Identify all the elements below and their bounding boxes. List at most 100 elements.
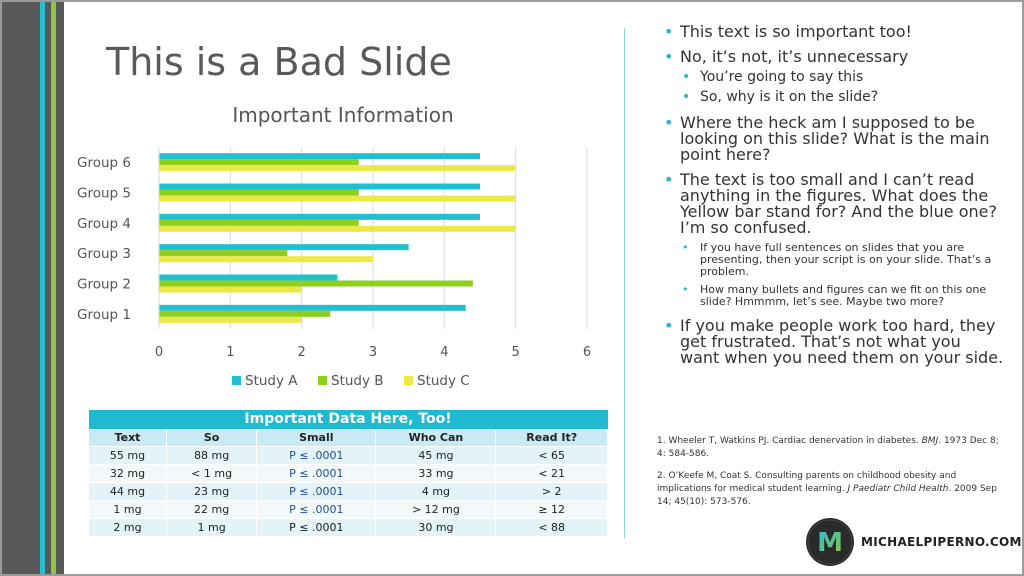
reference-text: 2. O’Keefe M, Coat S. Consulting parents…: [657, 471, 957, 494]
bar: [159, 280, 473, 287]
table-cell: < 1 mg: [165, 463, 258, 483]
legend-swatch: [318, 376, 327, 385]
table-cell: 4 mg: [375, 481, 497, 501]
bar: [159, 225, 516, 232]
chart-title: Important Information: [232, 103, 453, 127]
table-cell: 44 mg: [88, 481, 167, 501]
y-category-label: Group 3: [77, 246, 131, 262]
bullet-item: No, it’s not, it’s unnecessary: [664, 49, 1004, 66]
sub-bullet-item: So, why is it on the slide?: [680, 90, 1004, 106]
y-category-label: Group 1: [77, 307, 131, 323]
bar: [159, 159, 359, 166]
x-tick-label: 5: [512, 345, 520, 360]
table-row: 44 mg 23 mg P ≤ .0001 4 mg > 2: [88, 481, 608, 501]
logo-m-icon: M: [807, 519, 853, 565]
reference-text: 1. Wheeler T, Watkins PJ. Cardiac denerv…: [657, 436, 922, 446]
bar: [159, 213, 480, 220]
table-cell: 23 mg: [165, 481, 258, 501]
bar: [159, 316, 302, 323]
table-cell: 45 mg: [375, 445, 497, 465]
data-table: Important Data Here, Too! Text So Small …: [88, 410, 608, 537]
bar: [159, 286, 302, 293]
bar: [159, 244, 409, 251]
bar: [159, 310, 331, 317]
y-category-label: Group 5: [77, 186, 131, 202]
table-cell: 88 mg: [165, 445, 258, 465]
green-stripe: [51, 2, 56, 574]
bar: [159, 195, 516, 202]
sub-bullet-item: How many bullets and figures can we fit …: [680, 284, 1004, 308]
table-cell: < 65: [495, 445, 608, 465]
table-cell: 32 mg: [88, 463, 167, 483]
bar: [159, 274, 338, 281]
x-tick-label: 0: [155, 345, 163, 360]
reference-journal: J Paediatr Child Health: [847, 484, 949, 494]
bar: [159, 256, 373, 263]
table-cell: ≥ 12: [495, 499, 608, 519]
x-tick-label: 4: [440, 345, 448, 360]
reference-details: . 2009 Sep 14; 45(10): 573-576.: [657, 484, 997, 507]
bar-chart: Important Information 0 1 2 3 4 5 6 Group 1 Group…: [77, 103, 591, 389]
bullet-item: If you make people work too hard, they g…: [664, 318, 1004, 366]
table-cell: < 21: [495, 463, 608, 483]
bar: [159, 189, 359, 196]
y-category-label: Group 4: [77, 216, 131, 232]
table-cell: 1 mg: [165, 517, 258, 537]
table-header-row: Text So Small Who Can Read It?: [88, 428, 608, 447]
bar: [159, 304, 466, 311]
bar: [159, 183, 480, 190]
brand-name: MICHAELPIPERNO.COM: [861, 535, 1022, 549]
bullet-item: Where the heck am I supposed to be looki…: [664, 115, 1004, 163]
table-header: Small: [256, 428, 377, 447]
table-caption: Important Data Here, Too!: [88, 410, 608, 429]
reference-journal: BMJ: [921, 436, 939, 446]
bar: [159, 153, 480, 160]
y-category-label: Group 2: [77, 277, 131, 293]
table-cell: P ≤ .0001: [256, 445, 377, 465]
table-cell: 55 mg: [88, 445, 167, 465]
table-cell: < 88: [495, 517, 608, 537]
bullet-item: The text is too small and I can’t read a…: [664, 172, 1004, 236]
vertical-divider: [624, 28, 625, 538]
table-header: Who Can: [375, 428, 497, 447]
legend-swatch: [404, 376, 413, 385]
legend-label: Study A: [245, 373, 298, 389]
legend-swatch: [232, 376, 241, 385]
table-cell: 33 mg: [375, 463, 497, 483]
reference-2: 2. O’Keefe M, Coat S. Consulting parents…: [657, 470, 1002, 509]
table-cell: P ≤ .0001: [256, 499, 377, 519]
table-cell: 22 mg: [165, 499, 258, 519]
table-cell: P ≤ .0001: [256, 481, 377, 501]
table-cell: P ≤ .0001: [256, 517, 377, 537]
bullet-item: This text is so important too!: [664, 24, 1004, 41]
bar: [159, 219, 359, 226]
table-cell: P ≤ .0001: [256, 463, 377, 483]
legend-label: Study B: [331, 373, 384, 389]
table-row: 32 mg < 1 mg P ≤ .0001 33 mg < 21: [88, 463, 608, 483]
bar: [159, 250, 288, 257]
y-category-label: Group 6: [77, 155, 131, 171]
table-row: 2 mg 1 mg P ≤ .0001 30 mg < 88: [88, 517, 608, 537]
table-cell: > 12 mg: [375, 499, 497, 519]
table-row: 1 mg 22 mg P ≤ .0001 > 12 mg ≥ 12: [88, 499, 608, 519]
brand-logo: M: [806, 518, 854, 566]
references: 1. Wheeler T, Watkins PJ. Cardiac denerv…: [657, 435, 1002, 518]
table-cell: 2 mg: [88, 517, 167, 537]
reference-1: 1. Wheeler T, Watkins PJ. Cardiac denerv…: [657, 435, 1002, 461]
bullet-list: This text is so important too! No, it’s …: [664, 24, 1004, 375]
table-header: Text: [88, 428, 167, 447]
x-tick-label: 2: [298, 345, 306, 360]
reference-details: . 1973 Dec 8; 4: 584-586.: [657, 436, 999, 459]
table-header: Read It?: [495, 428, 608, 447]
bar: [159, 165, 516, 172]
table-row: 55 mg 88 mg P ≤ .0001 45 mg < 65: [88, 445, 608, 465]
table-cell: 1 mg: [88, 499, 167, 519]
x-tick-label: 6: [583, 345, 591, 360]
slide-title: This is a Bad Slide: [106, 40, 452, 84]
table-cell: 30 mg: [375, 517, 497, 537]
table-header: So: [165, 428, 258, 447]
sub-bullet-item: You’re going to say this: [680, 70, 1004, 86]
x-tick-label: 1: [226, 345, 234, 360]
table-cell: > 2: [495, 481, 608, 501]
